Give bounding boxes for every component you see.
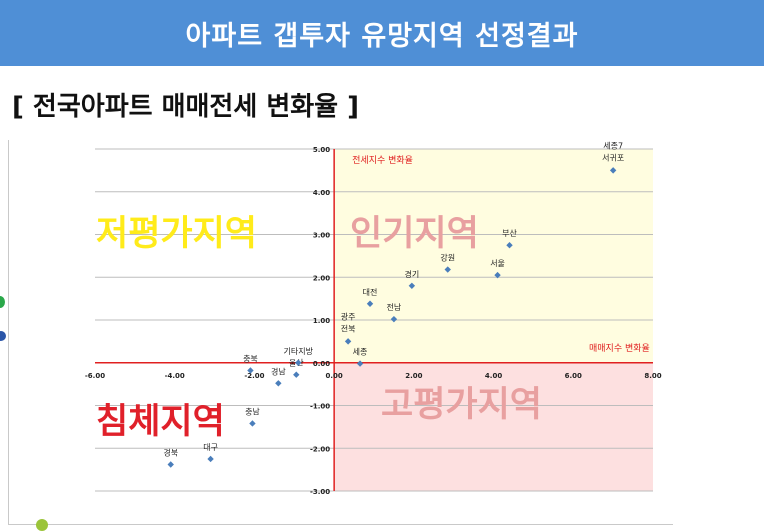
- data-point-label: 충북: [243, 354, 258, 363]
- data-point-label: 강원: [440, 253, 455, 263]
- data-point-marker: [295, 359, 302, 366]
- x-tick-label: -4.00: [165, 372, 185, 380]
- y-tick-label: 5.00: [313, 146, 330, 154]
- data-point-marker: [444, 266, 451, 273]
- data-point-marker: [247, 367, 254, 374]
- x-tick-label: 4.00: [485, 372, 502, 380]
- gear-decoration-icon: [36, 519, 48, 531]
- data-point-label: 서귀포: [602, 152, 624, 162]
- x-tick-label: 8.00: [644, 372, 661, 380]
- data-point-label: 대전: [363, 287, 378, 297]
- page-banner: 아파트 갭투자 유망지역 선정결과: [0, 0, 764, 66]
- quadrant-overvalued-fill: [334, 362, 653, 491]
- y-tick-label: 0.00: [313, 360, 330, 368]
- quadrant-label-overvalued: 고평가지역: [381, 385, 542, 425]
- quadrant-label-popular: 인기지역: [350, 214, 479, 254]
- quadrant-popular-fill: [334, 149, 653, 363]
- data-point-label: 경기: [404, 269, 419, 279]
- data-point-marker: [390, 315, 398, 323]
- data-point-label: 기타지방: [284, 346, 314, 356]
- quadrant-label-undervalued: 저평가지역: [96, 214, 257, 254]
- x-tick-label: -2.00: [244, 372, 264, 380]
- data-point-label: 부산: [502, 228, 517, 238]
- y-tick-label: 2.00: [313, 274, 330, 282]
- data-point-marker: [356, 360, 364, 367]
- data-point-label: 전북: [341, 323, 356, 333]
- chart-frame: [8, 140, 673, 525]
- x-tick-label: -6.00: [85, 372, 105, 380]
- y-tick-label: -2.00: [310, 445, 330, 453]
- data-point-label: 세종: [353, 348, 368, 357]
- data-point-marker: [207, 455, 214, 463]
- y-tick-label: 3.00: [313, 232, 330, 240]
- quadrant-label-stagnant: 침체지역: [96, 402, 225, 442]
- data-point-marker: [293, 371, 300, 378]
- data-point-marker: [609, 167, 617, 174]
- data-point-label: 전남: [387, 302, 402, 312]
- data-point-marker: [494, 271, 501, 279]
- data-point-label: 충남: [245, 407, 260, 416]
- x-tick-label: 6.00: [565, 372, 582, 380]
- data-point-label: 대구: [203, 443, 218, 452]
- green-dot-decoration: [0, 296, 5, 308]
- data-point-label: 광주: [341, 311, 356, 321]
- chart-subtitle: [ 전국아파트 매매전세 변화율 ]: [12, 92, 360, 122]
- data-point-marker: [344, 338, 352, 345]
- x-tick-label: 0.00: [326, 372, 343, 380]
- data-point-marker: [408, 282, 416, 289]
- data-point-marker: [167, 461, 174, 468]
- data-point-label: 경남: [271, 366, 286, 376]
- data-point-marker: [249, 420, 256, 427]
- y-tick-label: -1.00: [310, 403, 330, 411]
- blue-dot-decoration: [0, 331, 6, 341]
- y-tick-label: -3.00: [310, 488, 330, 496]
- x-axis-label: 매매지수 변화율: [589, 343, 650, 354]
- y-axis-label: 전세지수 변화율: [352, 155, 413, 166]
- y-tick-label: 4.00: [313, 189, 330, 197]
- page-title: 아파트 갭투자 유망지역 선정결과: [185, 20, 579, 52]
- data-point-label: 서울: [490, 259, 505, 268]
- data-point-label: 세종7: [603, 141, 623, 150]
- y-tick-label: 1.00: [313, 317, 330, 325]
- data-point-marker: [275, 380, 282, 387]
- x-tick-label: 2.00: [405, 372, 422, 380]
- data-point-label: 경북: [163, 447, 178, 457]
- data-point-marker: [506, 241, 513, 249]
- data-point-marker: [366, 300, 374, 307]
